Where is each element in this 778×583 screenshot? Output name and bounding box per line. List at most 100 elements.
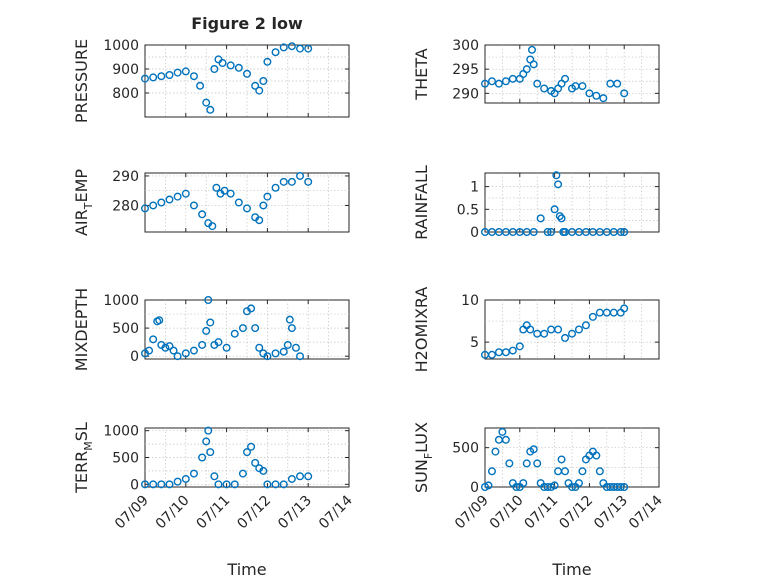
data-point xyxy=(238,324,247,333)
data-point xyxy=(581,321,590,330)
y-tick-label: 300 xyxy=(452,38,479,54)
data-point xyxy=(522,65,531,74)
data-point xyxy=(173,477,182,486)
data-point xyxy=(484,481,493,490)
data-point xyxy=(189,72,198,81)
data-point xyxy=(522,459,531,468)
data-point xyxy=(204,426,213,435)
data-point xyxy=(279,43,288,52)
data-point xyxy=(263,192,272,201)
x-tick-label: 07/13 xyxy=(591,493,631,533)
data-point xyxy=(140,204,149,213)
data-point xyxy=(165,480,174,489)
data-point xyxy=(251,81,260,90)
data-point xyxy=(296,171,305,180)
data-point xyxy=(296,352,305,361)
data-point xyxy=(526,325,535,334)
data-point xyxy=(210,472,219,481)
data-point xyxy=(501,435,510,444)
x-tick-label: 07/12 xyxy=(234,493,274,533)
data-point xyxy=(230,480,239,489)
data-point xyxy=(487,350,496,359)
data-point xyxy=(242,448,251,457)
data-point xyxy=(251,458,260,467)
data-point xyxy=(515,342,524,351)
data-point xyxy=(259,76,268,85)
data-point xyxy=(202,326,211,335)
y-tick-label: 290 xyxy=(452,86,479,102)
data-point xyxy=(287,42,296,51)
data-point xyxy=(140,74,149,83)
data-point xyxy=(543,227,552,236)
data-point xyxy=(255,86,264,95)
x-tick-label: 07/09 xyxy=(452,493,492,533)
data-point xyxy=(283,340,292,349)
panel-pressure: 800 900 1000 PRESSURE Figure 2 low xyxy=(72,14,350,123)
data-point xyxy=(149,335,158,344)
y-tick-label: 0 xyxy=(130,477,139,493)
panel-air-temp: 280 290 AIRTEMP xyxy=(72,169,350,236)
data-point xyxy=(501,348,510,357)
data-point xyxy=(189,346,198,355)
x-axis-label: Time xyxy=(551,560,591,579)
data-point xyxy=(552,171,561,180)
y-tick-label: 800 xyxy=(112,86,139,102)
y-tick-label: 0 xyxy=(130,349,139,365)
data-point xyxy=(238,469,247,478)
x-tick-label: 07/12 xyxy=(556,493,596,533)
data-point xyxy=(251,324,260,333)
data-point xyxy=(287,177,296,186)
data-point xyxy=(206,448,215,457)
data-point xyxy=(540,329,549,338)
y-axis-label: H2OMIXRA xyxy=(412,287,431,373)
data-point xyxy=(574,325,583,334)
data-point xyxy=(263,57,272,66)
data-point xyxy=(222,480,231,489)
data-point xyxy=(550,205,559,214)
data-point xyxy=(304,472,313,481)
y-tick-label: 10 xyxy=(461,293,479,309)
data-point xyxy=(279,177,288,186)
data-point xyxy=(263,480,272,489)
data-point xyxy=(561,333,570,342)
data-point xyxy=(181,189,190,198)
data-point xyxy=(202,98,211,107)
data-point xyxy=(247,304,256,313)
data-point xyxy=(220,186,229,195)
x-tick-label: 07/11 xyxy=(194,493,234,533)
y-tick-label: 500 xyxy=(452,441,479,457)
data-point xyxy=(181,349,190,358)
y-axis-label: AIRTEMP xyxy=(72,169,95,236)
data-point xyxy=(189,201,198,210)
data-point xyxy=(588,312,597,321)
panel-mixdepth: 0 500 1000 MIXDEPTH xyxy=(72,288,350,371)
data-point xyxy=(140,480,149,489)
data-point xyxy=(527,45,536,54)
data-point xyxy=(255,216,264,225)
x-tick-label: 07/14 xyxy=(316,492,356,532)
data-point xyxy=(242,204,251,213)
y-tick-label: 500 xyxy=(112,321,139,337)
data-point xyxy=(234,198,243,207)
data-point xyxy=(536,214,545,223)
y-tick-label: 1 xyxy=(470,180,479,196)
y-tick-label: 0.5 xyxy=(457,202,479,218)
data-point xyxy=(145,346,154,355)
data-point xyxy=(592,91,601,100)
data-point xyxy=(578,82,587,91)
data-point xyxy=(204,296,213,305)
data-point xyxy=(173,68,182,77)
y-axis-label: RAINFALL xyxy=(412,165,431,240)
data-point xyxy=(279,347,288,356)
data-point xyxy=(595,467,604,476)
data-point xyxy=(165,195,174,204)
data-point xyxy=(149,73,158,82)
data-point xyxy=(616,483,625,492)
data-point xyxy=(263,352,272,361)
data-point xyxy=(491,447,500,456)
data-point xyxy=(255,343,264,352)
data-point xyxy=(508,346,517,355)
data-point xyxy=(208,222,217,231)
data-point xyxy=(259,466,268,475)
data-point xyxy=(173,192,182,201)
